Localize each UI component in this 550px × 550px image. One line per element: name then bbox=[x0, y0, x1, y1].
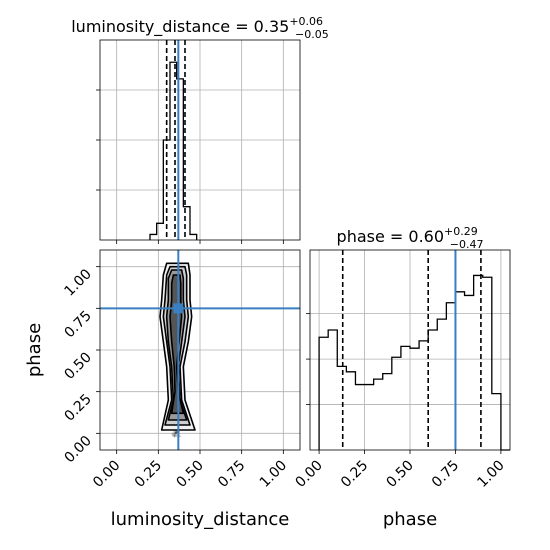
ylabel-phase: phase bbox=[24, 323, 45, 377]
title-phase: phase = 0.60+0.29 −0.47 bbox=[337, 225, 484, 251]
scatter-point bbox=[172, 432, 175, 435]
scatter-point bbox=[174, 434, 177, 437]
hist1-grid bbox=[100, 40, 300, 240]
scatter-point bbox=[175, 430, 177, 433]
scatter-point bbox=[171, 432, 174, 435]
hist2-quantile-lines bbox=[341, 250, 482, 450]
scatter-truth-marker bbox=[173, 303, 184, 314]
xtick-label-phase-3: 0.75 bbox=[429, 458, 462, 491]
xlabel-luminosity-distance: luminosity_distance bbox=[111, 509, 290, 530]
scatter-point bbox=[173, 433, 175, 436]
scatter-point bbox=[173, 432, 176, 435]
hist2-ticks bbox=[306, 313, 502, 454]
scatter-point bbox=[174, 431, 177, 434]
scatter-point bbox=[174, 432, 177, 435]
scatter-point bbox=[174, 431, 177, 434]
scatter-point bbox=[173, 434, 176, 437]
ytick-label-phase-2: 0.50 bbox=[61, 350, 94, 383]
scatter-point bbox=[175, 432, 178, 434]
xtick-label-phase-1: 0.25 bbox=[338, 458, 371, 491]
title-phase-prefix: phase = 0.60 bbox=[337, 227, 444, 246]
ytick-label-phase-3: 0.75 bbox=[61, 308, 94, 341]
hist-phase-panel: phase = 0.60+0.29 −0.47 bbox=[306, 225, 511, 454]
xtick-label-ld-4: 1.00 bbox=[257, 458, 290, 491]
scatter-point bbox=[172, 434, 175, 437]
xtick-label-ld-0: 0.00 bbox=[90, 458, 123, 491]
xtick-label-ld-1: 0.25 bbox=[132, 458, 165, 491]
hist-luminosity-distance-panel: luminosity_distance = 0.35+0.06 −0.05 bbox=[71, 15, 329, 244]
xtick-label-ld-2: 0.50 bbox=[173, 458, 206, 491]
hist1-ticks bbox=[96, 89, 284, 244]
scatter-point bbox=[174, 431, 177, 434]
scatter-point bbox=[173, 435, 176, 438]
xtick-label-phase-4: 1.00 bbox=[474, 458, 507, 491]
scatter-point bbox=[175, 435, 178, 437]
scatter-2d-panel bbox=[96, 249, 301, 454]
scatter-point bbox=[173, 435, 176, 438]
hist1-histogram-steps bbox=[149, 61, 198, 240]
hist2-grid bbox=[310, 250, 510, 450]
ytick-label-phase-4: 1.00 bbox=[61, 266, 94, 299]
xlabel-phase: phase bbox=[383, 509, 437, 530]
scatter-point bbox=[174, 431, 177, 434]
scatter-point bbox=[172, 434, 175, 437]
scatter-point bbox=[174, 433, 177, 436]
scatter-point bbox=[179, 435, 182, 438]
ytick-label-phase-1: 0.25 bbox=[61, 391, 94, 424]
scatter-point bbox=[175, 433, 178, 436]
title-ld-plus: +0.06 bbox=[289, 15, 323, 28]
scatter-point bbox=[173, 435, 176, 438]
scatter-grid bbox=[100, 250, 300, 450]
scatter-point bbox=[174, 430, 177, 433]
scatter-point bbox=[175, 432, 177, 435]
tick-labels: 0.00 0.25 0.50 0.75 1.00 0.00 0.25 0.50 0.75 1.00… bbox=[61, 266, 507, 491]
title-ld-prefix: luminosity_distance = 0.35 bbox=[71, 17, 289, 37]
scatter-point bbox=[172, 430, 175, 433]
ytick-label-phase-0: 0.00 bbox=[61, 433, 94, 466]
scatter-point bbox=[173, 434, 176, 436]
hist2-histogram-steps bbox=[318, 274, 510, 451]
title-luminosity-distance: luminosity_distance = 0.35+0.06 −0.05 bbox=[71, 15, 329, 41]
scatter-point bbox=[171, 433, 174, 436]
xtick-label-phase-0: 0.00 bbox=[293, 458, 326, 491]
title-phase-plus: +0.29 bbox=[444, 225, 478, 238]
title-ld-minus: −0.05 bbox=[295, 28, 329, 41]
xtick-label-ld-3: 0.75 bbox=[215, 458, 248, 491]
scatter-point bbox=[175, 431, 178, 434]
title-phase-minus: −0.47 bbox=[450, 238, 484, 251]
scatter-ticks bbox=[96, 266, 284, 454]
xtick-label-phase-2: 0.50 bbox=[383, 458, 416, 491]
